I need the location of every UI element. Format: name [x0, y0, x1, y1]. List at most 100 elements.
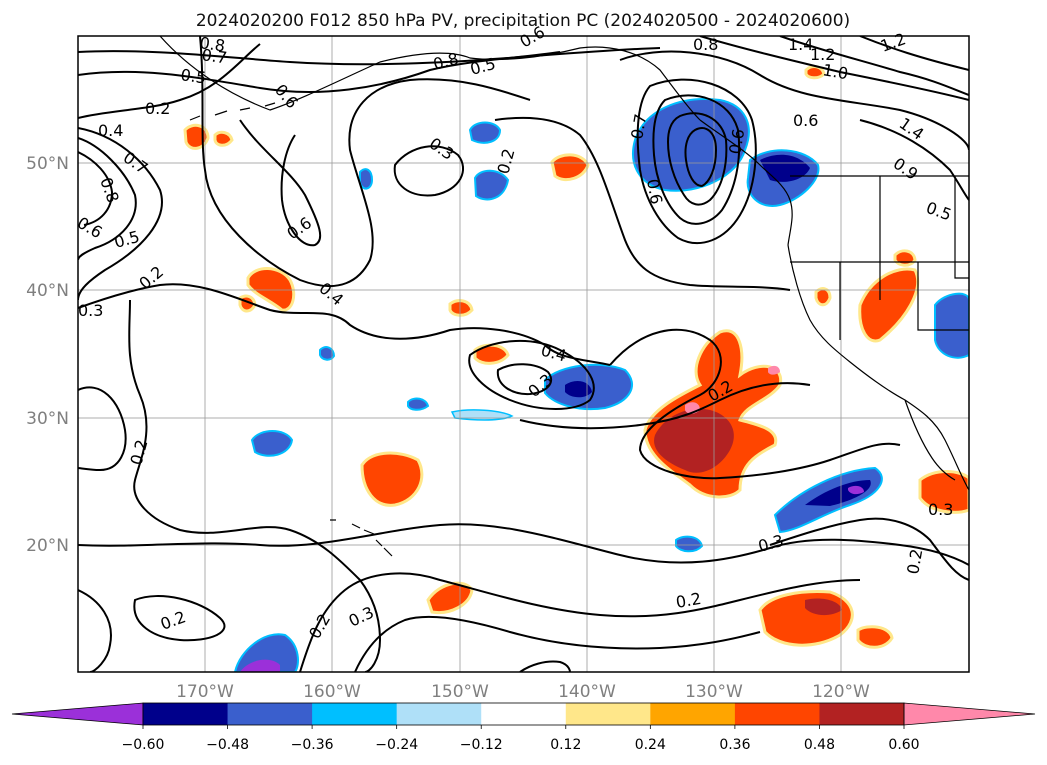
colorbar-tick-label: 0.60: [888, 737, 919, 753]
coast-alaska: [159, 36, 701, 121]
precip-neg-w3: [359, 168, 374, 190]
contour-19: [859, 119, 969, 201]
precip-neg-east: [934, 292, 969, 359]
contour-13: [666, 112, 728, 206]
precip-pos-mid3: [448, 299, 474, 317]
lat-label: 30°N: [26, 409, 69, 429]
precip-pos-e3: [814, 287, 832, 307]
contour-25: [78, 523, 969, 566]
aleutian-islands: [189, 102, 276, 121]
precip-neg-sw-core: [240, 659, 280, 672]
contour-31: [609, 328, 901, 480]
contour-label: 0.6: [725, 127, 748, 155]
precip-pos-w1: [246, 267, 296, 312]
precip-pos-se3: [918, 470, 969, 514]
precip-neg-mid2: [450, 409, 514, 421]
contour-label: 0.8: [693, 35, 718, 54]
lat-label: 40°N: [26, 281, 69, 301]
colorbar-segment: [312, 703, 398, 725]
contour-label: 0.2: [674, 589, 702, 612]
lat-label: 20°N: [26, 536, 69, 556]
colorbar-frame: [142, 702, 905, 726]
contour-label: 0.6: [793, 111, 818, 130]
contour-label: 0.3: [78, 301, 103, 320]
contour-15: [619, 50, 969, 151]
contour-27: [133, 595, 226, 642]
contour-30: [519, 660, 571, 672]
colorbar-tick-label: 0.48: [804, 737, 835, 753]
coast-us-west: [787, 244, 969, 491]
colorbar-segment: [396, 703, 482, 725]
contour-9: [393, 145, 464, 197]
precip-pos-mid1: [360, 451, 424, 507]
contour-28: [299, 572, 861, 672]
contour-5: [78, 137, 137, 261]
contour-label: 0.7: [200, 45, 228, 67]
lon-label: 120°W: [812, 682, 870, 702]
contour-label: 0.6: [643, 177, 666, 205]
contour-label: 0.2: [145, 99, 170, 118]
precip-pos-s: [426, 581, 474, 615]
colorbar-tick-label: −0.48: [206, 737, 249, 753]
precip-neg-mid-core: [565, 380, 592, 398]
contour-23: [128, 299, 382, 672]
precip-neg-s1: [675, 535, 704, 553]
contour-label: 0.3: [928, 500, 953, 519]
hawaii-islands: [330, 519, 393, 557]
precip-pos-main-peak2: [768, 365, 780, 375]
map-background: [78, 36, 969, 672]
lon-label: 140°W: [558, 682, 616, 702]
precip-pos-e1: [858, 267, 920, 343]
precip-pos-se: [758, 590, 854, 647]
lon-label: 130°W: [685, 682, 743, 702]
contour-24: [78, 386, 127, 472]
colorbar-segment: [650, 703, 736, 725]
precip-neg-mid3: [407, 397, 430, 411]
contour-label: 0.5: [179, 65, 207, 87]
graticule: [78, 36, 969, 672]
colorbar-tick-label: −0.60: [122, 737, 165, 753]
contour-26: [78, 589, 112, 672]
map-frame: [77, 35, 970, 673]
contour-1: [78, 47, 661, 66]
precip-pos-n1: [550, 153, 590, 181]
contour-2: [78, 51, 561, 93]
precip-pos-nw2: [213, 130, 234, 147]
colorbar-tick-label: −0.12: [460, 737, 503, 753]
precip-pos-se2: [856, 625, 894, 649]
colorbar-extend-high: [903, 702, 1036, 726]
map-panel: 0.8 0.7 0.5 0.6 0.8 0.5 0.6 0.8 1.4 1.2 …: [26, 22, 970, 702]
contour-21: [468, 339, 595, 410]
coastlines: [159, 36, 969, 557]
contour-label: 0.7: [627, 112, 650, 140]
contour-18: [859, 36, 969, 71]
coast-baja: [904, 399, 956, 481]
lon-label: 170°W: [176, 682, 234, 702]
colorbar-segment: [481, 703, 567, 725]
contour-16: [699, 36, 969, 101]
state-borders: [790, 175, 969, 340]
colorbar-segment: [227, 703, 313, 725]
precip-neg-se-center: [848, 485, 864, 495]
colorbar-extend-low: [11, 702, 144, 726]
colorbar-tick-label: −0.24: [375, 737, 418, 753]
contour-label: 1.2: [810, 45, 835, 64]
figure-title: 2024020200 F012 850 hPa PV, precipitatio…: [196, 11, 850, 31]
colorbar-segment: [143, 703, 229, 725]
colorbar-segment: [819, 703, 905, 725]
precip-pos-mid2: [473, 343, 510, 365]
contour-29: [354, 615, 761, 672]
precip-neg-w5: [250, 430, 294, 457]
precipitation-shading: [183, 65, 969, 672]
contour-33: [769, 517, 969, 581]
precip-pos-se-core: [805, 598, 842, 616]
precip-neg-sw: [233, 633, 299, 672]
pv-contours: [78, 36, 969, 672]
longitude-labels: 170°W 160°W 150°W 140°W 130°W 120°W: [176, 682, 870, 702]
contour-22: [496, 363, 553, 396]
colorbar-ticks: −0.60 −0.48 −0.36 −0.24 −0.12 0.12 0.24 …: [122, 725, 920, 753]
colorbar: −0.60 −0.48 −0.36 −0.24 −0.12 0.12 0.24 …: [11, 702, 1036, 753]
contour-11: [636, 78, 757, 245]
colorbar-tick-label: 0.24: [635, 737, 666, 753]
